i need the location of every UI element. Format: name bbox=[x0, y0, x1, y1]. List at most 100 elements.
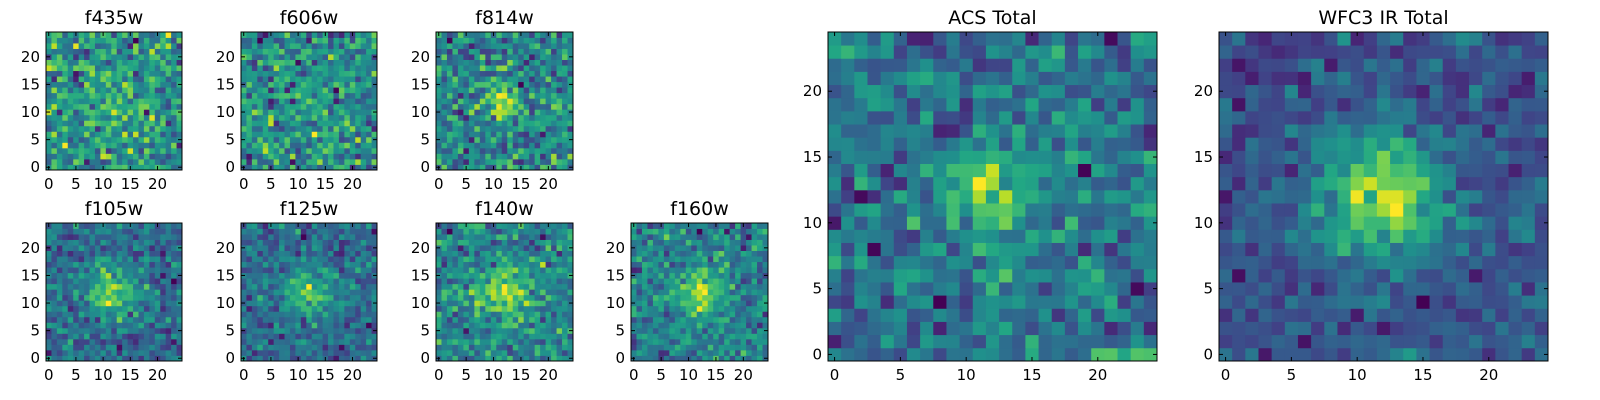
heatmap-cell bbox=[1078, 189, 1092, 204]
heatmap-cell bbox=[67, 305, 74, 312]
heatmap-cell bbox=[567, 153, 574, 160]
heatmap-cell bbox=[246, 322, 253, 329]
heatmap-cell bbox=[366, 311, 372, 318]
heatmap-cell bbox=[436, 87, 442, 94]
heatmap-cell bbox=[56, 98, 63, 105]
heatmap-cell bbox=[311, 278, 318, 285]
heatmap-cell bbox=[51, 48, 58, 55]
heatmap-cell bbox=[262, 349, 269, 356]
heatmap-cell bbox=[322, 81, 329, 88]
heatmap-cell bbox=[289, 37, 296, 44]
heatmap-cell bbox=[73, 81, 80, 88]
heatmap-cell bbox=[441, 338, 448, 345]
heatmap-cell bbox=[545, 37, 552, 44]
heatmap-cell bbox=[273, 92, 280, 99]
heatmap-cell bbox=[100, 300, 107, 307]
heatmap-cell bbox=[468, 250, 475, 257]
heatmap-cell bbox=[279, 355, 285, 362]
heatmap-cell bbox=[512, 311, 519, 318]
heatmap-cell bbox=[133, 43, 139, 49]
heatmap-cell bbox=[641, 239, 648, 246]
heatmap-cell bbox=[257, 48, 264, 55]
heatmap-cell bbox=[735, 294, 741, 301]
heatmap-cell bbox=[702, 316, 709, 323]
heatmap-cell bbox=[441, 239, 448, 246]
heatmap-cell bbox=[338, 261, 345, 268]
heatmap-cell bbox=[518, 239, 525, 246]
heatmap-cell bbox=[100, 65, 107, 72]
heatmap-cell bbox=[545, 261, 552, 268]
heatmap-cell bbox=[1104, 282, 1118, 296]
heatmap-cell bbox=[116, 289, 123, 296]
heatmap-cell bbox=[496, 267, 503, 274]
heatmap-cell bbox=[300, 153, 307, 160]
heatmap-cell bbox=[160, 125, 167, 132]
heatmap-cell bbox=[143, 256, 150, 263]
heatmap-cell bbox=[663, 322, 670, 329]
heatmap-cell bbox=[999, 163, 1013, 178]
heatmap-cell bbox=[436, 92, 442, 99]
heatmap-cell bbox=[496, 81, 503, 88]
heatmap-cell bbox=[344, 223, 351, 229]
heatmap-cell bbox=[631, 294, 637, 301]
heatmap-cell bbox=[496, 223, 503, 229]
heatmap-cell bbox=[143, 338, 150, 345]
heatmap-cell bbox=[295, 43, 302, 49]
heatmap-cell bbox=[371, 322, 378, 329]
heatmap-cell bbox=[485, 294, 492, 301]
heatmap-cell bbox=[718, 311, 725, 318]
heatmap-cell bbox=[854, 189, 868, 204]
heatmap-cell bbox=[322, 70, 329, 77]
heatmap-cell bbox=[828, 255, 842, 270]
heatmap-cell bbox=[556, 278, 563, 285]
heatmap-cell bbox=[446, 228, 453, 235]
heatmap-cell bbox=[100, 289, 107, 296]
heatmap-cell bbox=[122, 322, 128, 329]
heatmap-cell bbox=[729, 239, 736, 246]
heatmap-cell bbox=[46, 228, 52, 235]
heatmap-cell bbox=[333, 65, 340, 72]
x-tick-label: 10 bbox=[94, 366, 113, 384]
heatmap-cell bbox=[317, 283, 323, 290]
heatmap-cell bbox=[685, 305, 692, 312]
heatmap-cell bbox=[62, 322, 69, 329]
heatmap-cell bbox=[349, 338, 356, 345]
heatmap-cell bbox=[89, 32, 96, 38]
heatmap-cell bbox=[507, 87, 514, 94]
heatmap-cells bbox=[46, 223, 183, 362]
heatmap-cell bbox=[105, 256, 112, 263]
heatmap-cell bbox=[551, 322, 557, 329]
heatmap-cell bbox=[116, 43, 123, 49]
heatmap-cell bbox=[452, 147, 459, 154]
heatmap-cell bbox=[344, 278, 351, 285]
heatmap-cell bbox=[567, 48, 574, 55]
heatmap-cell bbox=[540, 344, 546, 351]
heatmap-cell bbox=[985, 242, 1000, 257]
heatmap-cell bbox=[507, 131, 514, 138]
heatmap-cell bbox=[479, 239, 486, 246]
heatmap-cell bbox=[751, 300, 758, 307]
heatmap-cell bbox=[295, 147, 302, 154]
heatmap-cell bbox=[116, 349, 123, 356]
heatmap-cell bbox=[355, 305, 362, 312]
heatmap-cell bbox=[289, 267, 296, 274]
heatmap-cell bbox=[496, 142, 503, 149]
heatmap-cell bbox=[176, 283, 183, 290]
heatmap-cell bbox=[127, 300, 134, 307]
heatmap-cell bbox=[127, 59, 134, 66]
heatmap-cell bbox=[551, 103, 557, 110]
heatmap-cell bbox=[62, 76, 69, 83]
heatmap-cell bbox=[138, 114, 145, 121]
heatmap-cell bbox=[122, 289, 128, 296]
heatmap-cell bbox=[171, 278, 177, 285]
heatmap-cell bbox=[674, 250, 681, 257]
heatmap-cell bbox=[436, 294, 442, 301]
heatmap-cell bbox=[176, 125, 183, 132]
heatmap-cell bbox=[84, 98, 90, 105]
heatmap-cell bbox=[62, 59, 69, 66]
heatmap-cell bbox=[474, 234, 481, 240]
heatmap-cell bbox=[257, 92, 264, 99]
heatmap-cell bbox=[284, 76, 291, 83]
heatmap-cell bbox=[171, 37, 177, 44]
